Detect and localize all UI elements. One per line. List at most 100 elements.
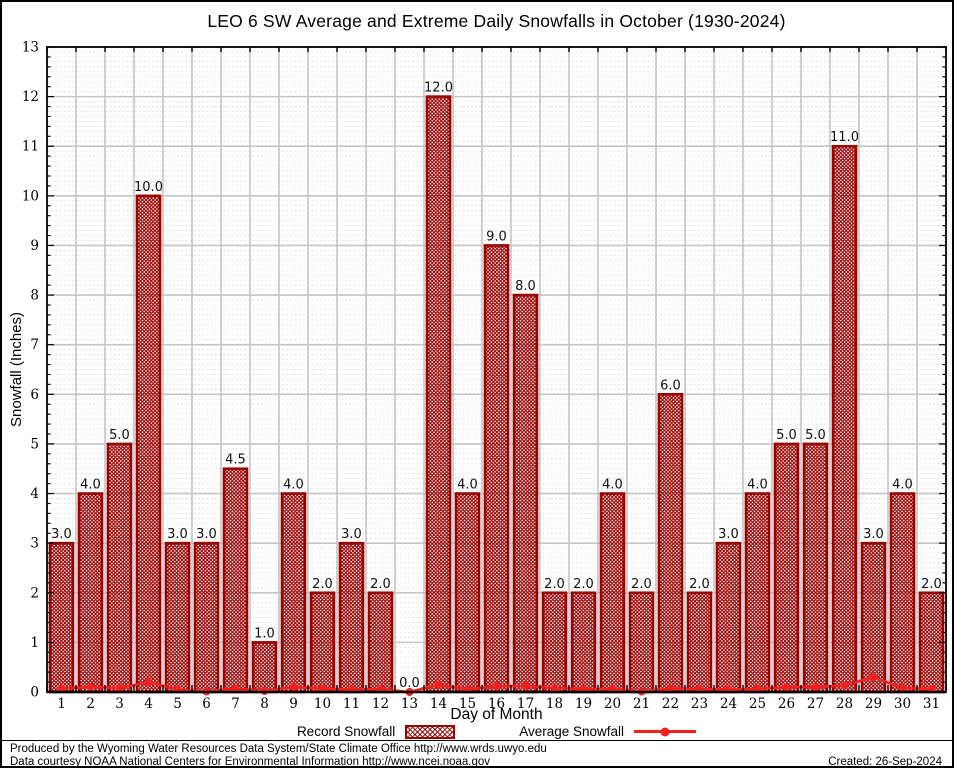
bar-value-label: 11.0: [830, 130, 859, 145]
x-tick-label: 31: [923, 696, 940, 712]
average-snowfall-marker: [115, 684, 124, 693]
y-tick-label: 5: [30, 436, 39, 452]
bar-value-label: 4.0: [892, 478, 913, 493]
plot-area: 3.0 4.0 5.0 10.0 3.0 3.0 4.5 1.0 4.0 2.0 3.0 2.0 0.0…: [22, 40, 947, 712]
x-tick-label: 3: [115, 696, 124, 712]
record-snowfall-bar: [570, 591, 597, 694]
average-snowfall-marker: [434, 680, 443, 689]
record-snowfall-bar: [831, 144, 858, 694]
y-tick-label: 9: [30, 238, 39, 254]
y-tick-label: 10: [22, 188, 39, 204]
record-snowfall-bar: [367, 591, 394, 694]
record-snowfall-bar: [164, 541, 191, 694]
average-snowfall-marker: [898, 684, 907, 693]
bar-value-label: 3.0: [167, 527, 188, 542]
x-tick-label: 29: [865, 696, 882, 712]
bar-value-label: 4.0: [602, 478, 623, 493]
x-tick-label: 4: [144, 696, 153, 712]
x-tick-label: 22: [662, 696, 679, 712]
y-tick-label: 8: [30, 288, 39, 304]
bar-value-label: 2.0: [312, 577, 333, 592]
footer-produced: Produced by the Wyoming Water Resources …: [10, 743, 547, 755]
x-tick-label: 24: [720, 696, 737, 712]
bar-value-label: 0.0: [399, 676, 420, 691]
record-snowfall-bar: [222, 467, 249, 694]
bar-value-label: 2.0: [573, 577, 594, 592]
average-snowfall-marker: [840, 681, 849, 690]
x-tick-label: 17: [517, 696, 534, 712]
average-snowfall-marker: [289, 683, 298, 692]
record-snowfall-bar: [512, 293, 539, 694]
legend-average-snowfall: Average Snowfall: [519, 724, 697, 739]
bar-value-label: 4.0: [747, 478, 768, 493]
x-tick-label: 23: [691, 696, 708, 712]
record-snowfall-bar: [860, 541, 887, 694]
record-snowfall-bar: [599, 492, 626, 694]
x-tick-label: 26: [778, 696, 795, 712]
record-snowfall-bar: [715, 541, 742, 694]
bar-value-label: 2.0: [689, 577, 710, 592]
record-snowfall-swatch-icon: [405, 724, 456, 739]
record-snowfall-bar: [744, 492, 771, 694]
x-tick-label: 25: [749, 696, 766, 712]
average-snowfall-marker: [550, 684, 559, 693]
bar-value-label: 5.0: [109, 428, 130, 443]
x-tick-label: 15: [459, 696, 476, 712]
record-snowfall-bar: [686, 591, 713, 694]
y-tick-label: 12: [22, 89, 39, 105]
bar-value-label: 1.0: [254, 626, 275, 641]
bar-value-label: 6.0: [660, 378, 681, 393]
y-tick-label: 0: [30, 685, 39, 701]
y-tick-label: 7: [30, 337, 39, 353]
record-snowfall-bar: [77, 492, 104, 694]
x-tick-label: 19: [575, 696, 592, 712]
average-snowfall-line-icon: [634, 727, 697, 736]
average-snowfall-marker: [492, 682, 501, 691]
average-snowfall-marker: [521, 682, 530, 691]
average-snowfall-marker: [144, 678, 153, 687]
record-snowfall-bar: [106, 442, 133, 694]
bar-value-label: 3.0: [341, 527, 362, 542]
record-snowfall-bar: [193, 541, 220, 694]
x-tick-label: 7: [231, 696, 240, 712]
bar-value-label: 2.0: [370, 577, 391, 592]
record-snowfall-bar: [628, 591, 655, 694]
bar-value-label: 9.0: [486, 229, 507, 244]
y-tick-label: 11: [22, 139, 39, 155]
bar-value-label: 5.0: [776, 428, 797, 443]
x-tick-label: 12: [372, 696, 389, 712]
record-snowfall-bar: [48, 541, 75, 694]
x-tick-label: 11: [343, 696, 360, 712]
x-tick-label: 6: [202, 696, 211, 712]
bar-value-label: 12.0: [424, 81, 453, 96]
x-tick-label: 10: [314, 696, 331, 712]
record-snowfall-bar: [251, 641, 278, 694]
bar-value-label: 2.0: [631, 577, 652, 592]
x-tick-label: 20: [604, 696, 621, 712]
record-snowfall-bar: [773, 442, 800, 694]
bar-value-label: 2.0: [544, 577, 565, 592]
y-tick-label: 13: [22, 40, 39, 56]
average-snowfall-marker: [869, 673, 878, 682]
record-snowfall-bar: [454, 492, 481, 694]
footer-created: Created: 26-Sep-2024: [828, 756, 942, 768]
bar-value-label: 4.0: [283, 478, 304, 493]
y-tick-label: 1: [30, 635, 39, 651]
average-snowfall-marker: [86, 683, 95, 692]
y-tick-label: 6: [30, 387, 39, 403]
record-snowfall-bar: [889, 492, 916, 694]
record-snowfall-bar: [483, 244, 510, 694]
x-tick-label: 28: [836, 696, 853, 712]
average-snowfall-marker: [57, 684, 66, 693]
average-snowfall-marker: [318, 684, 327, 693]
x-tick-label: 2: [86, 696, 95, 712]
legend-record-label: Record Snowfall: [296, 724, 396, 739]
bar-value-label: 5.0: [805, 428, 826, 443]
average-snowfall-marker: [231, 684, 240, 693]
record-snowfall-bar: [280, 492, 307, 694]
x-axis-label: Day of Month: [450, 706, 543, 723]
chart-title: LEO 6 SW Average and Extreme Daily Snowf…: [207, 11, 786, 31]
x-tick-label: 13: [401, 696, 418, 712]
record-snowfall-bar: [425, 95, 452, 694]
